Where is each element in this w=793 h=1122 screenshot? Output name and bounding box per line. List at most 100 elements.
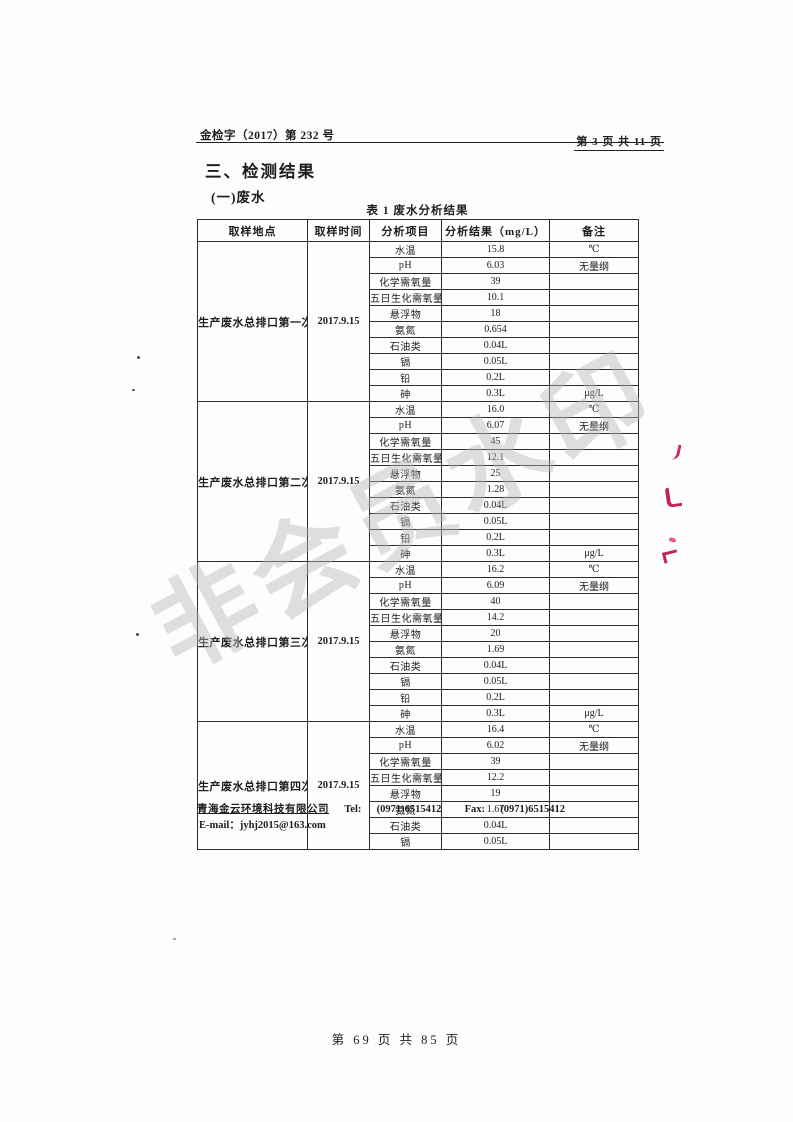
analysis-item-cell: 水温 [369, 241, 442, 258]
table-row: 石油类 0.04L [198, 817, 639, 834]
fax-label: Fax: [464, 804, 486, 815]
table-row: 镉 0.05L [198, 673, 639, 690]
analysis-item-cell: pH [369, 737, 442, 754]
remark-cell [549, 513, 639, 530]
remark-cell [549, 433, 639, 450]
analysis-item-cell: pH [369, 257, 442, 274]
remark-cell [549, 689, 639, 706]
analysis-result-cell: 0.654 [441, 321, 550, 338]
table-row: 石油类 0.04L [198, 337, 639, 354]
analysis-table-wrapper: 取样地点 取样时间 分析项目 分析结果（mg/L） 备注 生产废水总排口第一次 2… [197, 219, 639, 850]
tel-number: (0971)6515412 [376, 804, 442, 815]
remark-cell: μg/L [549, 385, 639, 402]
analysis-item-cell: 砷 [369, 545, 442, 562]
scan-speck [132, 389, 135, 391]
remark-cell [549, 497, 639, 514]
analysis-item-cell: pH [369, 417, 442, 434]
analysis-item-cell: 化学需氧量 [369, 753, 442, 770]
remark-cell: μg/L [549, 545, 639, 562]
red-ink-fragment [661, 549, 680, 564]
analysis-item-cell: 石油类 [369, 497, 442, 514]
analysis-result-cell: 39 [441, 753, 550, 770]
analysis-item-cell: 五日生化需氧量 [369, 609, 442, 626]
analysis-item-cell: 铅 [369, 369, 442, 386]
remark-cell [549, 785, 639, 802]
analysis-result-cell: 0.2L [441, 529, 550, 546]
remark-cell [549, 273, 639, 290]
analysis-result-cell: 18 [441, 305, 550, 322]
analysis-result-cell: 16.4 [441, 721, 550, 738]
remark-cell [549, 465, 639, 482]
analysis-item-cell: 悬浮物 [369, 625, 442, 642]
remark-cell [549, 641, 639, 658]
remark-cell [549, 337, 639, 354]
analysis-item-cell: 镉 [369, 833, 442, 850]
remark-cell [549, 593, 639, 610]
table-row: 五日生化需氧量 14.2 [198, 609, 639, 626]
table-row: 砷 0.3L μg/L [198, 705, 639, 722]
remark-cell: ℃ [549, 401, 639, 418]
analysis-item-cell: pH [369, 577, 442, 594]
analysis-result-cell: 15.8 [441, 241, 550, 258]
sample-time-cell: 2017.9.15 [307, 721, 370, 850]
email-label: E-mail： [199, 820, 240, 831]
sample-location-cell: 生产废水总排口第二次 [197, 401, 308, 562]
analysis-result-cell: 0.05L [441, 353, 550, 370]
table-row: pH 6.07 无量纲 [198, 417, 639, 434]
analysis-item-cell: 石油类 [369, 657, 442, 674]
analysis-result-cell: 45 [441, 433, 550, 450]
remark-cell [549, 449, 639, 466]
analysis-result-cell: 0.05L [441, 673, 550, 690]
page-number-footer: 第 69 页 共 85 页 [331, 1033, 462, 1047]
table-row: 生产废水总排口第四次 2017.9.15 水温 16.4 ℃ [197, 721, 639, 850]
table-row: 镉 0.05L [198, 513, 639, 530]
analysis-result-cell: 12.2 [441, 769, 550, 786]
remark-cell [549, 369, 639, 386]
analysis-item-cell: 悬浮物 [369, 785, 442, 802]
remark-cell [549, 833, 639, 850]
remark-cell [549, 289, 639, 306]
remark-cell: 无量纲 [549, 737, 639, 754]
company-footer: 青海金云环境科技有限公司 Tel: (0971)6515412 Fax: (09… [197, 801, 565, 816]
col-header-location: 取样地点 [197, 219, 308, 242]
remark-cell: μg/L [549, 705, 639, 722]
table-row: 镉 0.05L [198, 833, 639, 850]
subsection-title: (一)废水 [211, 190, 266, 205]
analysis-item-cell: 水温 [369, 401, 442, 418]
analysis-table-body: 生产废水总排口第一次 2017.9.15 水温 15.8 ℃ pH 6.03 无量纲 化学需氧量… [197, 241, 639, 850]
analysis-result-cell: 0.05L [441, 513, 550, 530]
analysis-item-cell: 镉 [369, 673, 442, 690]
table-row: 化学需氧量 39 [198, 273, 639, 290]
fax-number: (0971)6515412 [500, 804, 566, 815]
header-rule [196, 142, 664, 143]
analysis-result-cell: 0.3L [441, 545, 550, 562]
analysis-result-cell: 0.3L [441, 705, 550, 722]
analysis-result-cell: 16.0 [441, 401, 550, 418]
col-header-item: 分析项目 [369, 219, 442, 242]
section-title: 三、检测结果 [205, 162, 316, 181]
table-row: 五日生化需氧量 12.1 [198, 449, 639, 466]
analysis-item-cell: 水温 [369, 721, 442, 738]
col-header-time: 取样时间 [307, 219, 370, 242]
analysis-result-cell: 6.02 [441, 737, 550, 754]
analysis-result-cell: 19 [441, 785, 550, 802]
analysis-result-cell: 12.1 [441, 449, 550, 466]
remark-cell [549, 817, 639, 834]
remark-cell: 无量纲 [549, 417, 639, 434]
sample-location-cell: 生产废水总排口第三次 [197, 561, 308, 722]
analysis-item-cell: 石油类 [369, 337, 442, 354]
analysis-result-cell: 6.09 [441, 577, 550, 594]
scan-speck [137, 356, 140, 359]
table-row: 氨氮 1.28 [198, 481, 639, 498]
analysis-item-cell: 氨氮 [369, 321, 442, 338]
table-header-row: 取样地点 取样时间 分析项目 分析结果（mg/L） 备注 [197, 219, 639, 242]
analysis-result-cell: 6.07 [441, 417, 550, 434]
scan-speck [173, 938, 176, 940]
analysis-item-cell: 砷 [369, 385, 442, 402]
analysis-result-cell: 14.2 [441, 609, 550, 626]
remark-cell [549, 769, 639, 786]
company-name: 青海金云环境科技有限公司 [197, 804, 329, 815]
table-row: 化学需氧量 40 [198, 593, 639, 610]
remark-cell: ℃ [549, 241, 639, 258]
analysis-item-cell: 五日生化需氧量 [369, 769, 442, 786]
